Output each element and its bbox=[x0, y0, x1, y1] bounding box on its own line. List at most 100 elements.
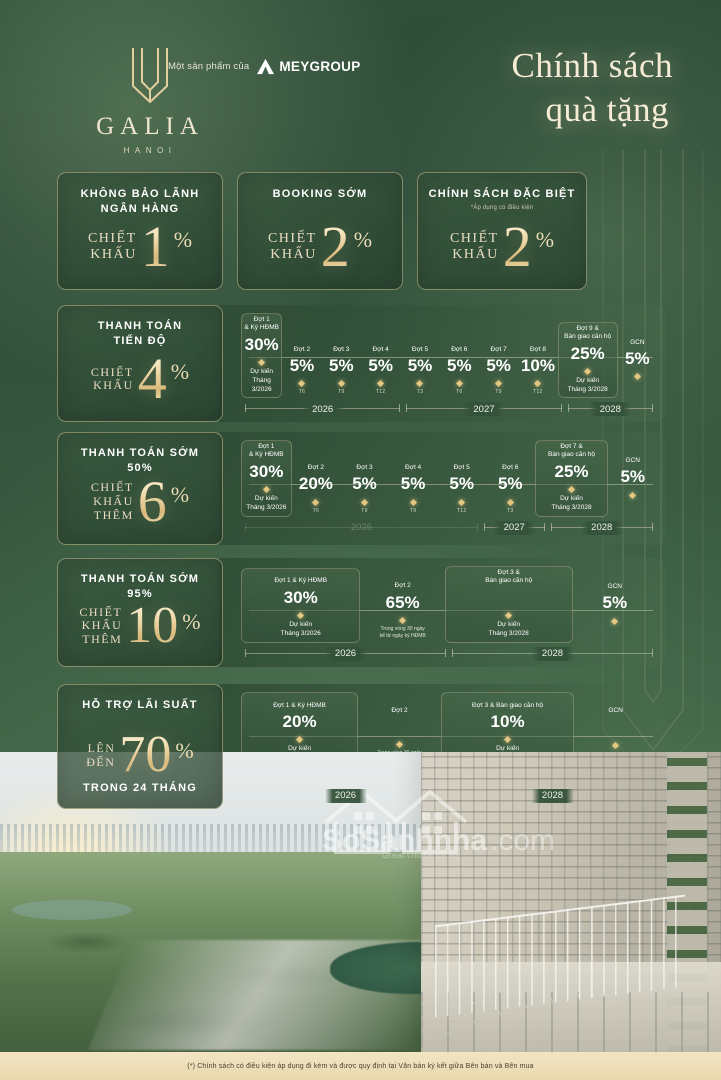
row-4-card-title: THANH TOÁN TIẾN ĐỘ bbox=[97, 320, 183, 347]
step-dot-icon bbox=[296, 736, 304, 744]
year-label-mask bbox=[580, 520, 623, 535]
offer-card-title: BOOKING SỚM bbox=[272, 188, 368, 200]
step-label: Đợt 1 & Ký HĐMB bbox=[244, 316, 279, 332]
timeline-step: GCN bbox=[574, 699, 657, 767]
discount-percent-sign: % bbox=[170, 481, 190, 507]
step-note: Dự kiến Tháng 3/2028 bbox=[488, 621, 529, 637]
step-value: 5% bbox=[449, 474, 474, 494]
step-dot-wrap bbox=[243, 734, 356, 745]
row-4-timeline: Đợt 1 & Ký HĐMB 30% Dự kiến Tháng 3/2026 Đợt … bbox=[219, 305, 665, 423]
step-value: 5% bbox=[407, 356, 433, 376]
step-dot-wrap bbox=[243, 357, 280, 368]
step-value: 5% bbox=[486, 356, 511, 376]
step-label: Đợt 8 bbox=[529, 345, 547, 353]
year-label: 2028 bbox=[541, 648, 564, 660]
step-note bbox=[574, 627, 656, 643]
timeline-step: Đợt 2 65% Trong vòng 30 ngày kể từ ngày ký … bbox=[360, 574, 444, 643]
discount-value: 6 bbox=[137, 468, 167, 534]
step-tick-label: T6 bbox=[456, 389, 463, 396]
step-value: 5% bbox=[497, 474, 523, 494]
step-tick-label: T9 bbox=[361, 507, 368, 514]
timeline-step: Đợt 9 & Bàn giao căn hộ 25% Dự kiến Tháng 3/… bbox=[557, 321, 618, 399]
timeline-step: Đợt 5 5% T12 bbox=[437, 455, 486, 516]
step-label: Đợt 6 bbox=[451, 345, 468, 353]
step-label: GCN bbox=[625, 456, 640, 464]
step-dot-icon bbox=[416, 380, 424, 388]
step-dot-wrap bbox=[243, 484, 290, 495]
row-10-timeline: Đợt 1 & Ký HĐMB 30% Dự kiến Tháng 3/2026 Đợt… bbox=[219, 558, 665, 667]
step-label: Đợt 3 & Bàn giao căn hộ bbox=[472, 701, 544, 709]
step-label: Đợt 3 & Bàn giao căn hộ bbox=[485, 569, 533, 585]
discount-percent-sign: % bbox=[353, 226, 373, 252]
row-10-discount: CHIẾT KHẤU THÊM 10% bbox=[66, 599, 214, 651]
year-bracket: 2027 bbox=[406, 402, 562, 417]
year-label: 2026 bbox=[312, 403, 334, 415]
step-note: Dự kiến Tháng 3/2028 bbox=[567, 376, 608, 393]
row-4: THANH TOÁN TIẾN ĐỘ CHIẾT KHẤU 4% Đợt 1 & Ký HĐ… bbox=[57, 305, 665, 423]
offer-card-title: CHÍNH SÁCH ĐẶC BIỆT bbox=[428, 188, 576, 200]
step-value bbox=[447, 587, 571, 608]
step-value: 20% bbox=[282, 712, 317, 731]
row-10-card: THANH TOÁN SỚM 95% CHIẾT KHẤU THÊM 10% bbox=[57, 558, 223, 667]
offer-card-discount: CHIẾT KHẤU 1% bbox=[66, 217, 214, 275]
discount-label: CHIẾT KHẤU bbox=[87, 230, 137, 262]
year-bracket: 2026 bbox=[245, 520, 478, 535]
timeline-step: Đợt 1 & Ký HĐMB 30% Dự kiến Tháng 3/2026 bbox=[241, 440, 292, 517]
step-dot-wrap bbox=[438, 497, 485, 508]
year-label: 2028 bbox=[591, 522, 613, 534]
step-value: 30% bbox=[244, 334, 279, 354]
row-70-discount: LÊN ĐẾN 70% bbox=[66, 726, 214, 784]
row-6: THANH TOÁN SỚM 50% CHIẾT KHẤU THÊM 6% Đợt 1 & … bbox=[57, 432, 665, 545]
step-dot-wrap bbox=[401, 378, 438, 389]
year-label-mask bbox=[340, 520, 383, 535]
step-value: 5% bbox=[602, 593, 628, 613]
step-value bbox=[575, 717, 656, 738]
step-dot-icon bbox=[506, 498, 514, 506]
step-dot-wrap bbox=[293, 497, 340, 508]
meygroup-triangle-icon bbox=[257, 58, 275, 75]
discount-value: 70 bbox=[119, 726, 172, 784]
year-bracket: 2028 bbox=[567, 402, 654, 417]
timeline-steps: Đợt 1 & Ký HĐMB 30% Dự kiến Tháng 3/2026 Đợt … bbox=[241, 313, 657, 399]
timeline-step: Đợt 2 20% T6 bbox=[292, 455, 341, 516]
offer-card-1: KHÔNG BẢO LÃNH NGÂN HÀNG CHIẾT KHẤU 1% bbox=[57, 172, 223, 290]
timeline-axis bbox=[249, 357, 653, 358]
step-note: Dự kiến Tháng 3/2028 bbox=[551, 495, 592, 511]
discount-value: 2 bbox=[502, 213, 532, 279]
developer-prefix: Một sản phẩm của bbox=[168, 61, 250, 72]
timeline-step: Đợt 4 5% T9 bbox=[389, 455, 438, 516]
step-dot-wrap bbox=[359, 739, 440, 750]
step-dot-icon bbox=[612, 741, 620, 749]
step-value: 5% bbox=[620, 467, 646, 487]
timeline-step: Đợt 5 5% T3 bbox=[400, 337, 439, 398]
step-label: Đợt 2 bbox=[391, 706, 408, 714]
offer-card-3: CHÍNH SÁCH ĐẶC BIỆT *Áp dụng có điều kiện… bbox=[417, 172, 587, 290]
header: GALIA HANOI Một sản phẩm của MEYGROUP Ch… bbox=[0, 0, 721, 160]
year-label: 2028 bbox=[541, 790, 564, 802]
step-value: 5% bbox=[289, 356, 315, 376]
page-title-line2: quà tặng bbox=[545, 89, 669, 129]
step-dot-icon bbox=[360, 498, 369, 506]
timeline-steps: Đợt 1 & Ký HĐMB 30% Dự kiến Tháng 3/2026 Đợt … bbox=[241, 440, 657, 517]
timeline-step: Đợt 1 & Ký HĐMB 30% Dự kiến Tháng 3/2026 bbox=[241, 567, 361, 643]
step-dot-icon bbox=[399, 617, 407, 625]
row-6-discount: CHIẾT KHẤU THÊM 6% bbox=[66, 468, 214, 534]
step-dot-icon bbox=[395, 741, 404, 749]
brand-name: GALIA bbox=[96, 113, 204, 140]
step-tick-label: T6 bbox=[312, 507, 320, 514]
step-note bbox=[609, 501, 656, 517]
step-dot-icon bbox=[258, 359, 266, 367]
step-value: 5% bbox=[400, 474, 426, 494]
step-label: Đợt 1 & Ký HĐMB bbox=[248, 443, 284, 459]
step-value: 5% bbox=[329, 356, 354, 376]
timeline-step: Đợt 4 5% T12 bbox=[361, 337, 400, 398]
step-label: Đợt 7 & Bàn giao căn hộ bbox=[548, 443, 595, 459]
timeline-step: GCN 5% bbox=[608, 448, 657, 516]
year-bracket: 2028 bbox=[452, 646, 653, 661]
year-label: 2028 bbox=[599, 403, 621, 415]
step-dot-icon bbox=[409, 498, 417, 506]
footer-disclaimer: (*) Chính sách có điều kiện áp dụng đi k… bbox=[0, 1052, 721, 1080]
timeline-step: Đợt 6 5% T6 bbox=[440, 337, 479, 398]
year-label: 2027 bbox=[503, 522, 525, 534]
row-6-card-title: THANH TOÁN SỚM 50% bbox=[80, 447, 200, 474]
